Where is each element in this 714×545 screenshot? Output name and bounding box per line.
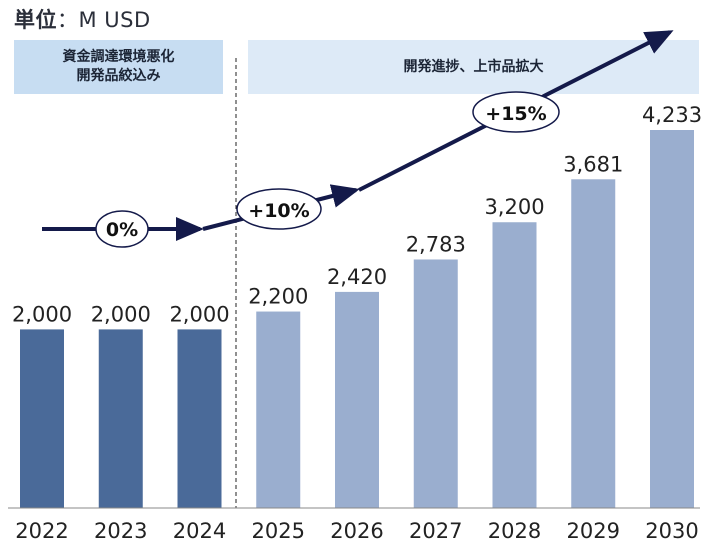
bar-2023 [98, 329, 143, 508]
x-tick-2029: 2029 [567, 519, 620, 543]
unit-value: ：M USD [57, 8, 151, 32]
value-label-2029: 3,681 [563, 152, 623, 176]
growth-label-15: +15% [472, 91, 560, 133]
bar-2026 [335, 291, 379, 508]
x-tick-2028: 2028 [488, 519, 541, 543]
x-tick-2030: 2030 [645, 519, 698, 543]
bar-2022 [20, 329, 64, 508]
x-tick-2024: 2024 [173, 519, 226, 543]
x-tick-2022: 2022 [15, 519, 68, 543]
growth-label-10: +10% [236, 188, 322, 230]
value-label-2026: 2,420 [327, 265, 387, 289]
value-label-2022: 2,000 [12, 302, 72, 326]
growth-label-15-text: +15% [485, 103, 546, 125]
bar-2024 [177, 329, 222, 508]
value-label-2025: 2,200 [248, 285, 308, 309]
bar-2029 [571, 179, 616, 508]
growth-label-0: 0% [95, 210, 149, 248]
value-label-2028: 3,200 [484, 195, 544, 219]
x-tick-2023: 2023 [94, 519, 147, 543]
x-tick-2026: 2026 [330, 519, 383, 543]
x-tick-2025: 2025 [252, 519, 305, 543]
growth-label-10-text: +10% [248, 200, 309, 222]
bars-layer: 2,000 2022 2,000 2023 2,000 2024 2,200 2025 2,42… [12, 103, 702, 543]
bar-2025 [256, 311, 301, 508]
x-tick-2027: 2027 [409, 519, 462, 543]
unit-label: 単位：M USD [14, 4, 151, 34]
bar-2030 [650, 130, 694, 508]
value-label-2024: 2,000 [169, 302, 229, 326]
value-label-2023: 2,000 [91, 302, 151, 326]
unit-title: 単位 [14, 8, 57, 32]
bar-2027 [413, 259, 458, 508]
phase-box-funding-downturn: 資金調達環境悪化 開発品絞込み [14, 40, 223, 94]
bar-2028 [492, 222, 537, 508]
value-label-2027: 2,783 [406, 232, 466, 256]
value-label-2030: 4,233 [642, 103, 702, 127]
phase-box-development-progress: 開発進捗、上市品拡大 [248, 40, 699, 94]
growth-label-0-text: 0% [106, 219, 138, 241]
